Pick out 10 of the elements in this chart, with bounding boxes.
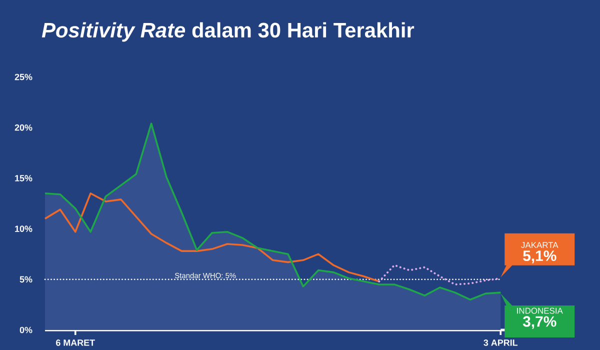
y-tick-label: 20% bbox=[14, 124, 32, 131]
y-tick-label: 15% bbox=[15, 175, 32, 182]
y-tick-label: 10% bbox=[15, 226, 32, 232]
y-tick-label: 5% bbox=[20, 276, 32, 283]
x-tick-label: 3 APRIL bbox=[484, 340, 518, 346]
line-series bbox=[44, 192, 380, 282]
chart-title: Positivity Rate dalam 30 Hari Terakhir bbox=[42, 22, 414, 42]
y-tick-label: 0% bbox=[20, 326, 32, 334]
x-tick-label: 6 MARET bbox=[56, 340, 95, 346]
y-tick-label: 25% bbox=[14, 74, 32, 80]
